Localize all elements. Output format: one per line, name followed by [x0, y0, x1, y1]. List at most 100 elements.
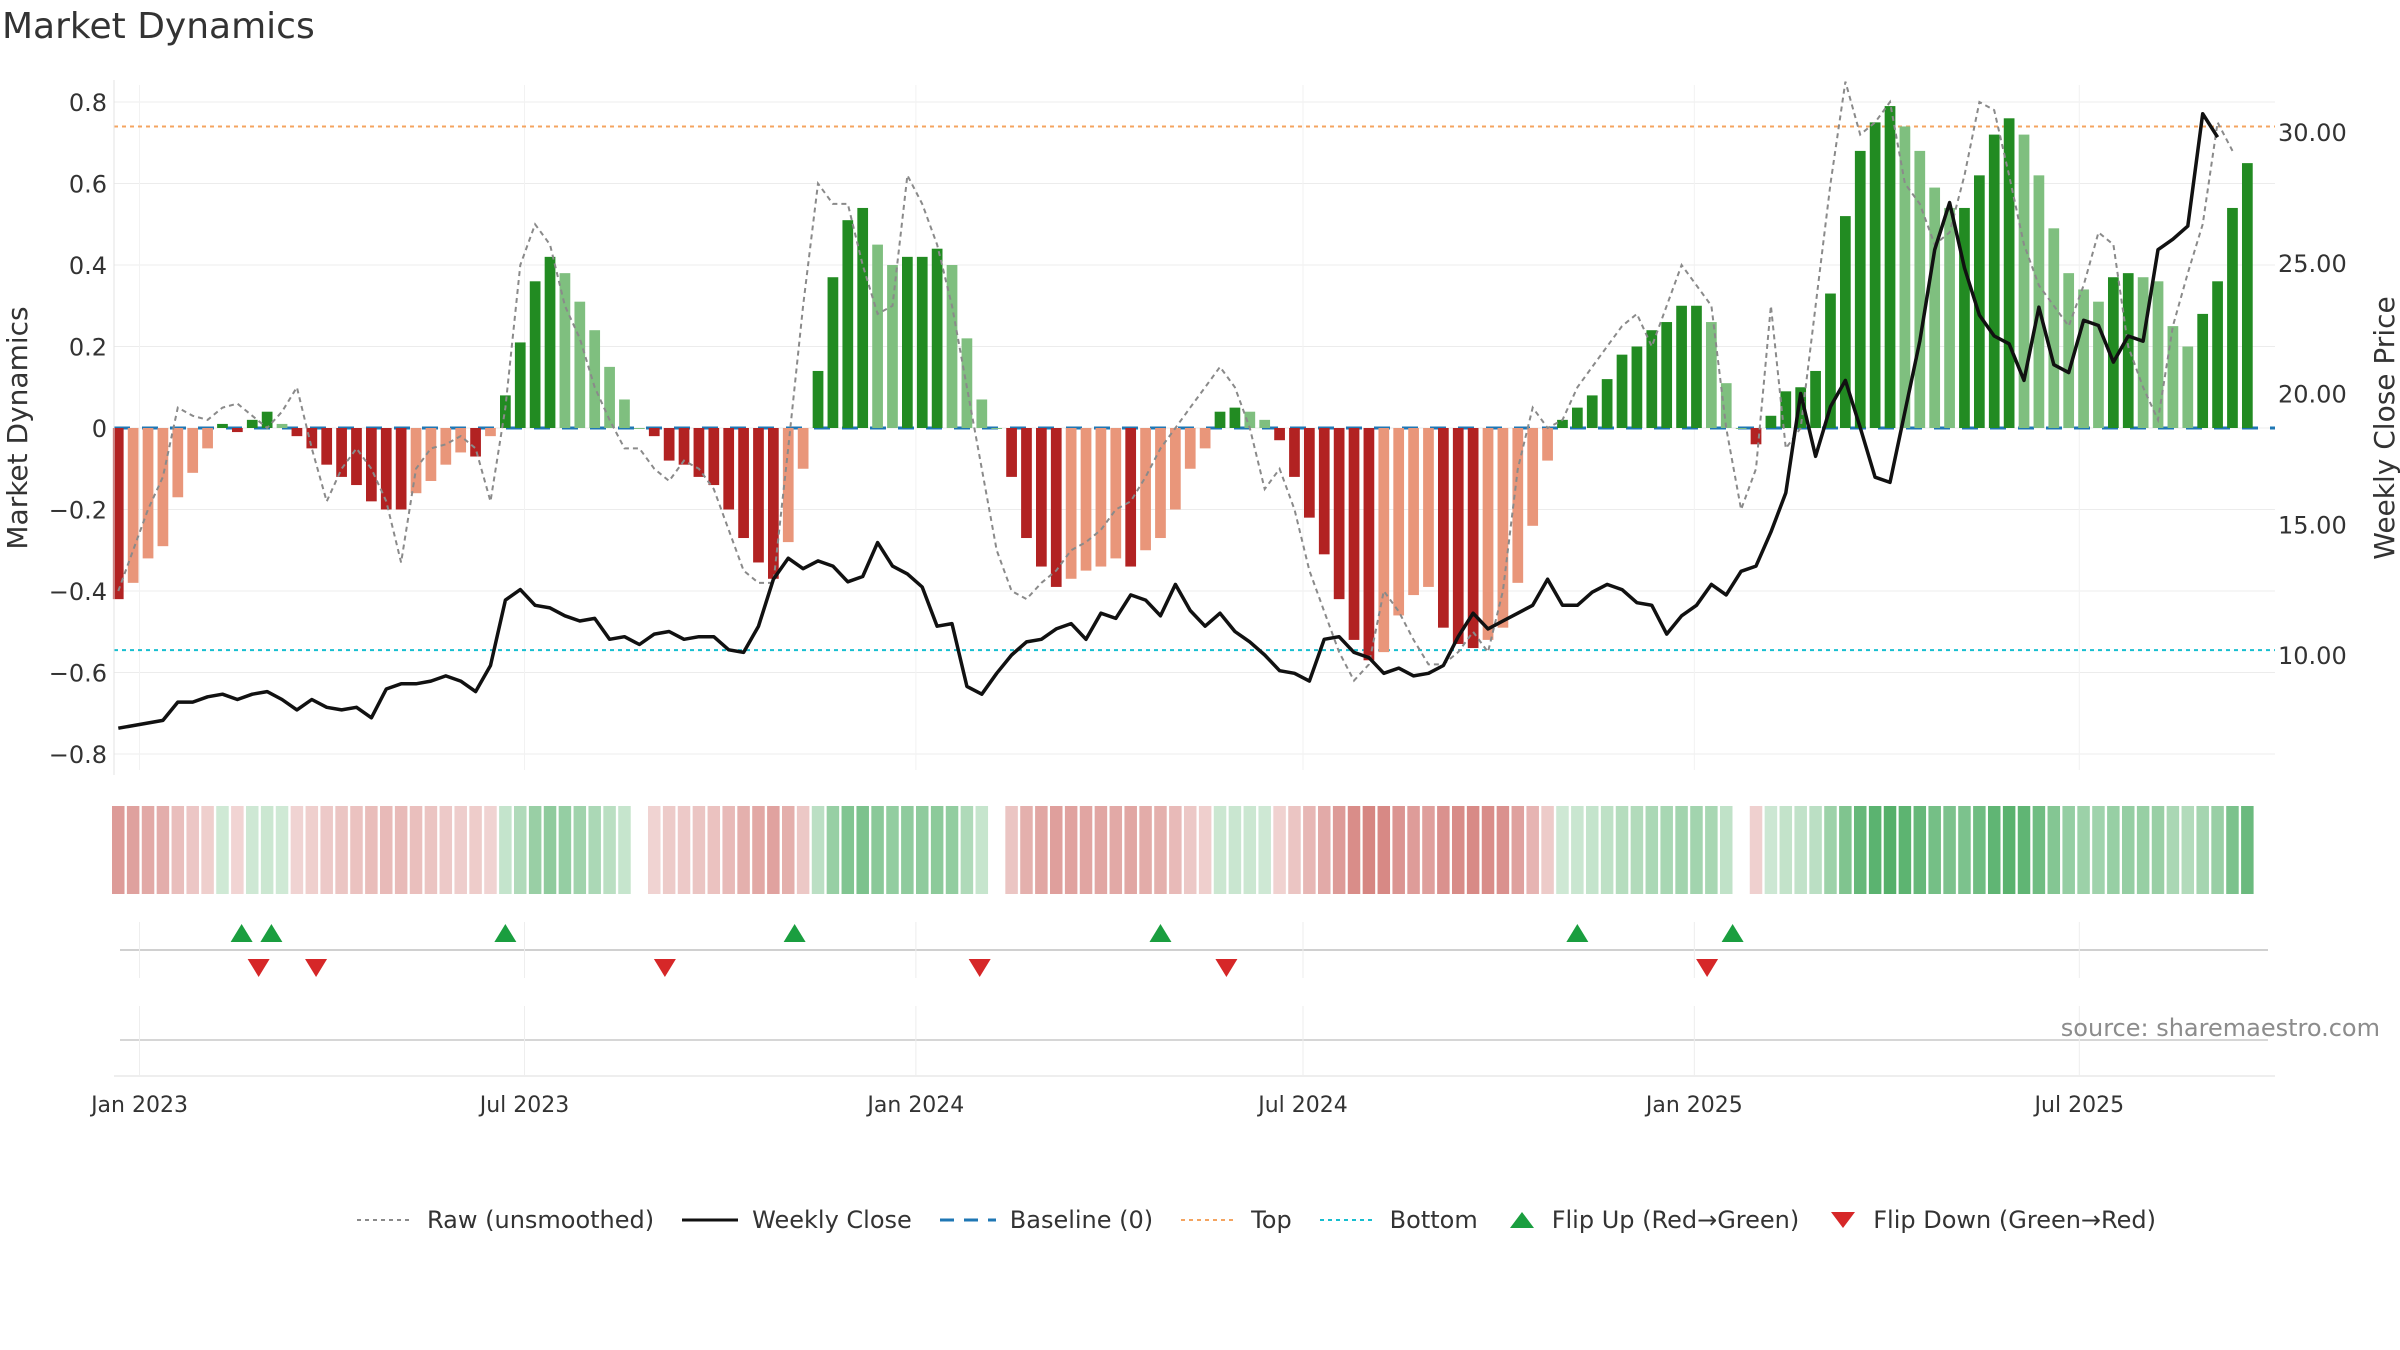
y-tick-label: −0.2 — [49, 497, 107, 525]
bar — [2093, 301, 2104, 428]
heat-cell — [1094, 806, 1108, 894]
bar — [1735, 428, 1747, 429]
bar — [1765, 415, 1777, 428]
bar — [1333, 428, 1345, 600]
y-tick-label: −0.6 — [49, 660, 107, 688]
heat-cell — [647, 806, 661, 894]
heat-cell — [1973, 806, 1986, 894]
close-line — [117, 111, 2220, 730]
heat-cell — [603, 806, 616, 894]
bar — [2078, 289, 2089, 428]
bar — [1750, 428, 1762, 445]
bar — [1110, 428, 1122, 559]
bar — [753, 428, 764, 563]
bar — [1259, 419, 1271, 428]
heat-cell — [1824, 806, 1837, 894]
heat-cell — [1705, 806, 1718, 894]
bar — [559, 273, 571, 428]
heat-cell — [930, 806, 944, 894]
heat-cell — [871, 806, 884, 894]
heat-cell — [588, 806, 601, 894]
heat-cell — [2002, 806, 2016, 894]
bar — [619, 399, 630, 428]
x-tick-label: Jul 2023 — [478, 1093, 570, 1118]
bar — [1899, 126, 1911, 428]
heat-cell — [112, 806, 125, 894]
bar — [604, 366, 615, 428]
y-tick-label: −0.4 — [49, 578, 107, 606]
y-tick-label: 0.2 — [69, 334, 107, 362]
y2-tick-label: 30.00 — [2278, 119, 2347, 147]
bar — [172, 428, 184, 498]
bar — [931, 248, 943, 428]
bar — [1586, 395, 1598, 428]
heat-cell — [1898, 806, 1912, 894]
heat-cell — [409, 806, 423, 894]
bar — [1244, 411, 1256, 428]
axes: −0.8 −0.6 −0.4 −0.2 0 0.2 0.4 0.6 0.8 10.00 15.00 2… — [1, 80, 2400, 775]
heat-cell — [394, 806, 408, 894]
heat-cell — [901, 806, 914, 894]
heat-cell — [1764, 806, 1778, 894]
flip-up-marker — [230, 924, 253, 942]
raw-line — [117, 81, 2234, 683]
bar — [768, 428, 779, 579]
heat-cell — [379, 806, 393, 894]
heat-cell — [1675, 806, 1688, 894]
bar — [1676, 305, 1687, 428]
heat-cell — [826, 806, 840, 894]
bar — [1184, 428, 1196, 469]
bar — [2122, 273, 2134, 428]
y2-tick-label: 20.00 — [2278, 381, 2347, 409]
bar — [2063, 273, 2075, 428]
flip-markers — [120, 922, 2268, 978]
heat-cell — [156, 806, 170, 894]
heat-cell — [1779, 806, 1793, 894]
bar — [1035, 428, 1047, 567]
heat-cell — [1839, 806, 1852, 894]
legend-label: Raw (unsmoothed) — [427, 1206, 655, 1234]
bar — [2107, 277, 2119, 428]
bar — [1214, 411, 1226, 428]
bar — [1839, 216, 1851, 428]
bar — [1437, 428, 1449, 628]
bar — [812, 370, 824, 428]
bar — [1542, 428, 1553, 461]
bar — [440, 428, 452, 465]
bar — [2033, 175, 2045, 428]
heat-cell — [1422, 806, 1435, 894]
bar — [336, 428, 347, 477]
bar — [321, 428, 333, 465]
bar — [738, 428, 749, 539]
heat-cell — [1288, 806, 1301, 894]
bar — [2137, 277, 2149, 428]
bar — [1050, 428, 1062, 587]
legend-item-close: Weekly Close — [680, 1206, 912, 1234]
heat-cell — [1317, 806, 1331, 894]
source-credit: source: sharemaestro.com — [2060, 1014, 2380, 1042]
heat-cell — [1868, 806, 1882, 894]
heat-cell — [1124, 806, 1137, 894]
heat-cell — [1928, 806, 1941, 894]
bar — [1884, 106, 1896, 428]
bar — [1527, 428, 1539, 526]
bar — [187, 428, 199, 473]
bar — [1557, 419, 1568, 428]
heat-cell — [1347, 806, 1361, 894]
heat-cell — [677, 806, 691, 894]
flip-up-marker — [494, 924, 517, 942]
timeline-axis: Jan 2023 Jul 2023 Jan 2024 Jul 2024 Jan 2025… — [89, 1006, 2275, 1118]
bar — [976, 399, 988, 428]
bar — [1155, 428, 1166, 539]
heat-cell — [1064, 806, 1078, 894]
bar — [514, 342, 526, 428]
bar — [395, 428, 407, 510]
bar — [1080, 428, 1092, 571]
legend-item-raw: Raw (unsmoothed) — [355, 1206, 654, 1234]
heat-cell — [1585, 806, 1599, 894]
heat-cell — [722, 806, 735, 894]
bar — [500, 395, 511, 428]
heat-cell — [1690, 806, 1703, 894]
bar — [246, 419, 258, 428]
y-tick-label: 0.4 — [69, 252, 107, 280]
